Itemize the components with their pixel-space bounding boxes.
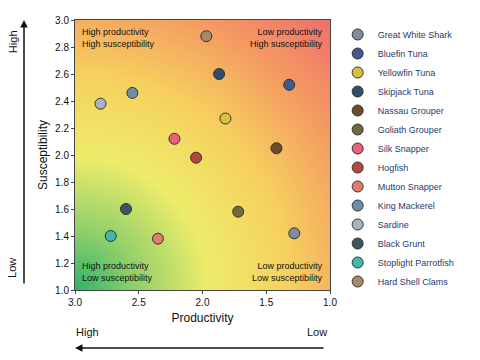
svg-text:Bluefin Tuna: Bluefin Tuna xyxy=(378,49,428,59)
svg-text:1.6: 1.6 xyxy=(55,204,69,215)
svg-text:High: High xyxy=(7,30,19,53)
svg-text:Hogfish: Hogfish xyxy=(378,163,409,173)
svg-text:1.2: 1.2 xyxy=(55,258,69,269)
svg-text:1.5: 1.5 xyxy=(259,297,273,308)
svg-text:Low productivityLow susceptibi: Low productivityLow susceptibility xyxy=(252,261,323,283)
svg-text:Silk Snapper: Silk Snapper xyxy=(378,144,429,154)
svg-text:Stoplight Parrotfish: Stoplight Parrotfish xyxy=(378,258,454,268)
svg-text:Productivity: Productivity xyxy=(171,311,233,325)
svg-text:Great White Shark: Great White Shark xyxy=(378,30,453,40)
svg-text:1.0: 1.0 xyxy=(55,285,69,296)
svg-text:High: High xyxy=(76,326,99,338)
svg-text:High productivityHigh suscepti: High productivityHigh susceptibility xyxy=(82,27,155,49)
svg-text:2.6: 2.6 xyxy=(55,69,69,80)
svg-text:Low: Low xyxy=(307,326,327,338)
svg-text:Hard Shell Clams: Hard Shell Clams xyxy=(378,277,449,287)
svg-text:King Mackerel: King Mackerel xyxy=(378,201,435,211)
svg-text:1.0: 1.0 xyxy=(323,297,337,308)
svg-text:Sardine: Sardine xyxy=(378,220,409,230)
svg-text:Mutton Snapper: Mutton Snapper xyxy=(378,182,442,192)
svg-text:3.0: 3.0 xyxy=(68,297,82,308)
svg-text:2.0: 2.0 xyxy=(55,150,69,161)
svg-text:Low productivityHigh susceptib: Low productivityHigh susceptibility xyxy=(250,27,323,49)
svg-text:1.4: 1.4 xyxy=(55,231,69,242)
svg-text:2.8: 2.8 xyxy=(55,42,69,53)
svg-text:Skipjack Tuna: Skipjack Tuna xyxy=(378,87,434,97)
svg-text:2.2: 2.2 xyxy=(55,123,69,134)
svg-text:Goliath Grouper: Goliath Grouper xyxy=(378,125,442,135)
svg-text:3.0: 3.0 xyxy=(55,15,69,26)
svg-text:Nassau Grouper: Nassau Grouper xyxy=(378,106,444,116)
svg-text:Low: Low xyxy=(6,258,18,278)
svg-text:Black Grunt: Black Grunt xyxy=(378,239,426,249)
svg-text:1.8: 1.8 xyxy=(55,177,69,188)
svg-text:2.0: 2.0 xyxy=(196,297,210,308)
svg-text:2.5: 2.5 xyxy=(132,297,146,308)
svg-text:Susceptibility: Susceptibility xyxy=(36,120,50,190)
svg-text:High productivityLow susceptib: High productivityLow susceptibility xyxy=(82,261,153,283)
svg-text:Yellowfin Tuna: Yellowfin Tuna xyxy=(378,68,436,78)
svg-text:2.4: 2.4 xyxy=(55,96,69,107)
